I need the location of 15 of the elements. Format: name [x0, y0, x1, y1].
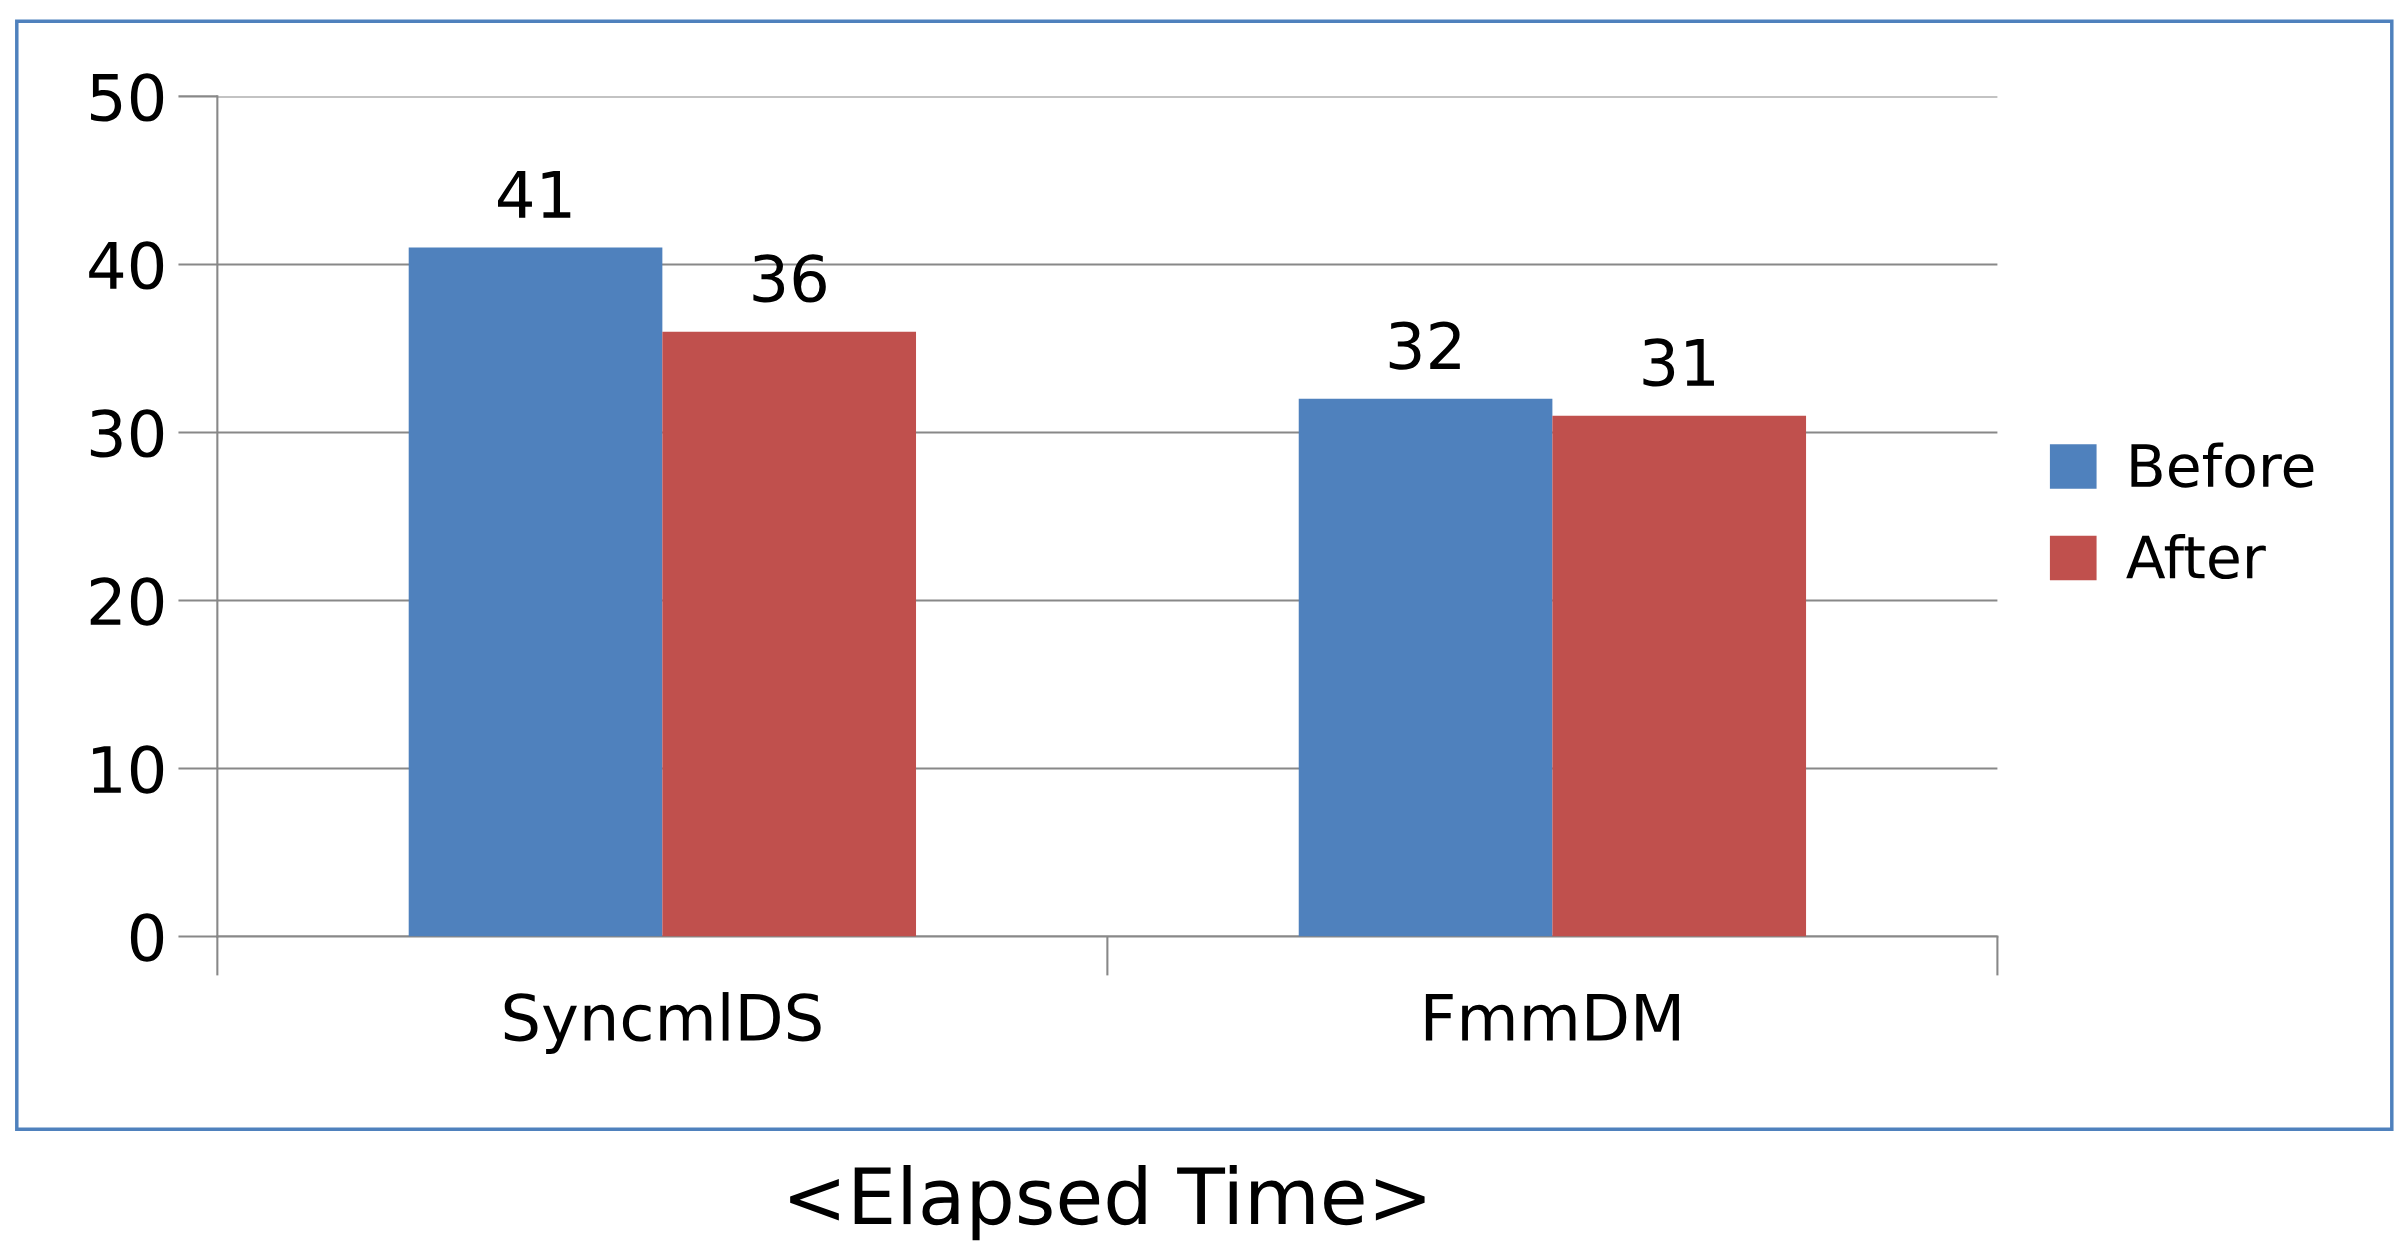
y-tick-label: 0 [130, 913, 164, 962]
legend-label: Before [2131, 442, 2314, 488]
x-tick-label: FmmDM [1425, 994, 1679, 1041]
x-tick-label: SyncmlDS [504, 992, 821, 1054]
y-tick-label: 30 [90, 409, 164, 458]
legend-label: After [2126, 533, 2266, 580]
data-label: 32 [1389, 321, 1460, 370]
data-label: 41 [498, 171, 571, 218]
data-label: 31 [1643, 338, 1714, 387]
y-tick-label: 20 [90, 577, 164, 626]
y-tick-label: 10 [93, 745, 164, 794]
x-axis-title: <Elapsed Time> [790, 1164, 1425, 1241]
y-tick-label: 50 [90, 73, 164, 122]
y-tick-label: 40 [89, 241, 164, 290]
data-label: 36 [753, 254, 826, 303]
